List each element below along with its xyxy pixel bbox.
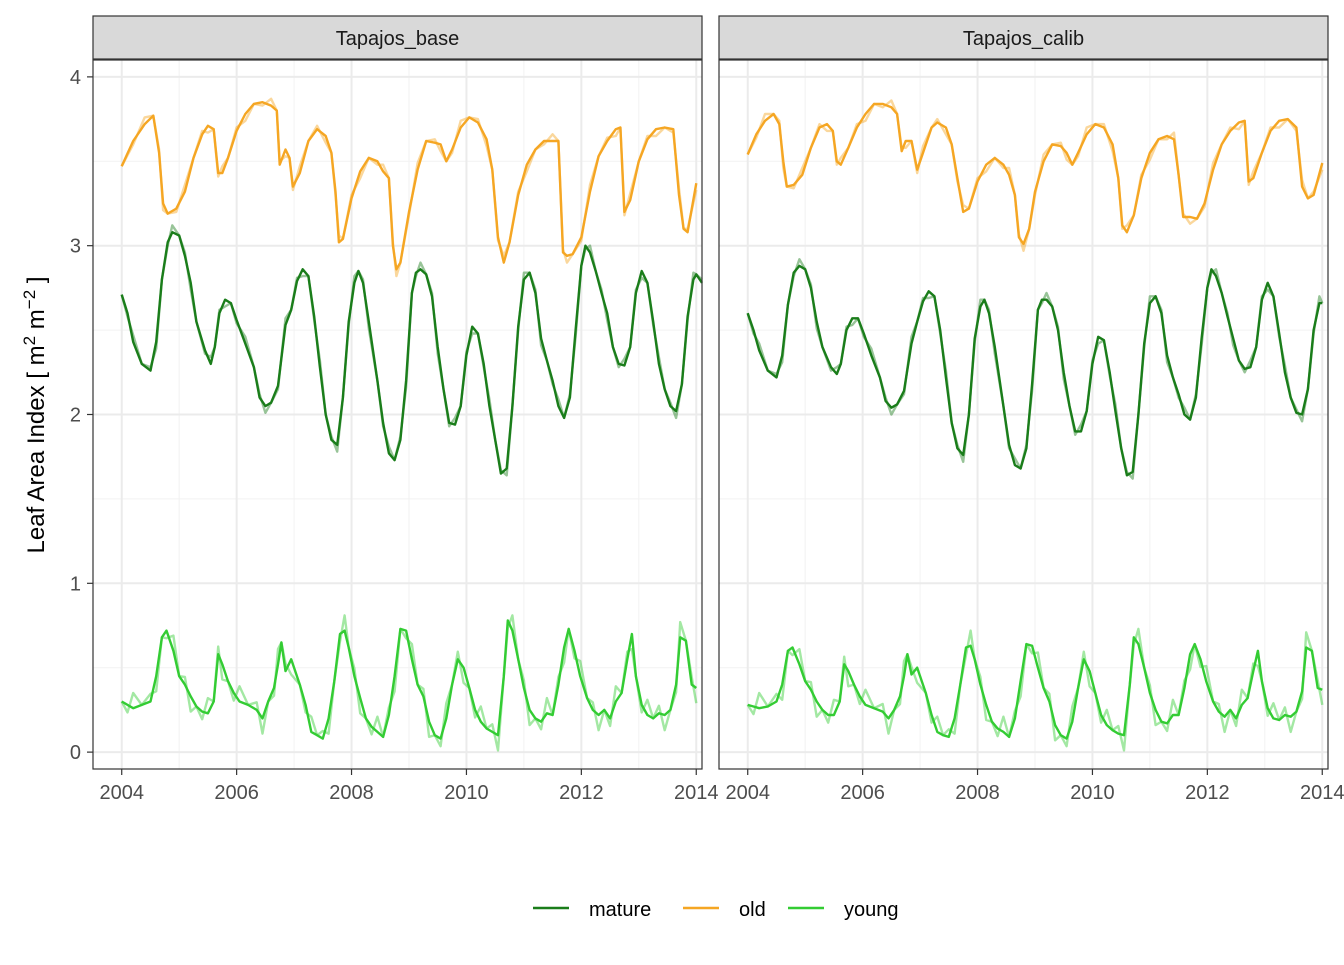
- x-tick-label: 2008: [955, 782, 1000, 804]
- panel-x-axis: 2004 2006 2008 2010 2012 2014: [99, 769, 719, 804]
- series-mature-line: [746, 264, 1323, 477]
- legend-label-old: old: [739, 899, 766, 921]
- x-tick-label: 2014: [1300, 782, 1344, 804]
- y-tick-label: 4: [70, 67, 81, 89]
- x-tick-label: 2012: [559, 782, 604, 804]
- legend-label-young: young: [844, 899, 899, 921]
- panel-grid: [719, 60, 1328, 769]
- x-tick-label: 2004: [725, 782, 770, 804]
- series-old-line: [120, 101, 698, 271]
- x-tick-label: 2008: [329, 782, 374, 804]
- series-young-line: [121, 619, 698, 740]
- y-axis: 0 1 2 3 4: [70, 67, 93, 764]
- panel-series: [120, 97, 703, 752]
- panel-tapajos-base: Tapajos_base 2004 2006 2008 2010 2012 2014: [92, 15, 719, 804]
- x-tick-label: 2010: [1070, 782, 1115, 804]
- x-tick-label: 2004: [99, 782, 144, 804]
- y-tick-label: 3: [70, 236, 81, 258]
- x-tick-label: 2014: [674, 782, 719, 804]
- x-tick-label: 2012: [1185, 782, 1230, 804]
- y-axis-label: Leaf Area Index [ m2 m−2 ]: [20, 277, 50, 554]
- panel-x-axis: 2004 2006 2008 2010 2012 2014: [725, 769, 1344, 804]
- y-tick-label: 1: [70, 573, 81, 595]
- series-mature-line: [120, 231, 703, 475]
- panel-tapajos-calib: Tapajos_calib 2004 2006 2008 2010 2012 2014: [718, 15, 1344, 804]
- x-tick-label: 2010: [444, 782, 489, 804]
- series-young-line: [747, 636, 1323, 740]
- y-tick-label: 2: [70, 405, 81, 427]
- x-tick-label: 2006: [840, 782, 885, 804]
- panel-strip-title: Tapajos_calib: [963, 28, 1084, 50]
- legend-label-mature: mature: [589, 899, 651, 921]
- legend: mature old young: [533, 899, 899, 921]
- x-tick-label: 2006: [214, 782, 259, 804]
- panel-series: [746, 99, 1324, 752]
- y-tick-label: 0: [70, 742, 81, 764]
- panel-strip-title: Tapajos_base: [336, 28, 459, 50]
- panel-grid: [93, 60, 702, 769]
- panel-strip-background: [718, 15, 1329, 60]
- panel-border: [718, 59, 1329, 770]
- series-old-line: [746, 102, 1324, 246]
- panel-strip-background: [92, 15, 703, 60]
